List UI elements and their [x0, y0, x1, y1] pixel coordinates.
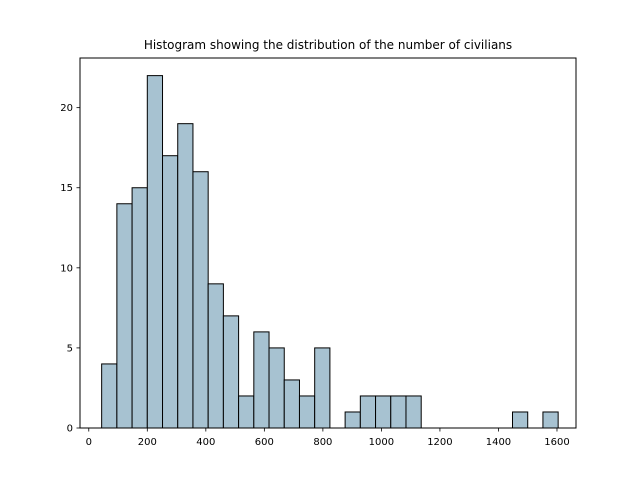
y-tick-label: 10	[60, 263, 73, 274]
x-tick-label: 1200	[427, 437, 452, 448]
y-axis: 0 5 10 15 20	[60, 103, 80, 435]
histogram-bar	[405, 395, 422, 429]
chart-title: Histogram showing the distribution of th…	[144, 38, 512, 52]
histogram-bar	[253, 331, 270, 429]
y-tick-label: 5	[67, 343, 73, 354]
x-tick-label: 400	[196, 437, 215, 448]
histogram-bar	[314, 347, 331, 429]
histogram-bar	[359, 395, 377, 429]
y-tick-label: 20	[60, 103, 73, 114]
histogram-bar	[192, 171, 209, 429]
histogram-bar	[146, 75, 164, 429]
x-tick-label: 1000	[369, 437, 394, 448]
histogram-bar	[375, 395, 392, 429]
histogram-bar	[512, 411, 529, 429]
x-tick-label: 800	[313, 437, 332, 448]
histogram-bar	[222, 315, 240, 429]
x-tick-label: 1400	[486, 437, 511, 448]
y-tick-label: 15	[60, 183, 73, 194]
bars-group	[101, 75, 559, 429]
histogram-bar	[298, 395, 316, 429]
histogram-bar	[207, 283, 224, 429]
histogram-bar	[283, 379, 300, 429]
histogram-bar	[238, 395, 255, 429]
histogram-bar	[101, 363, 118, 429]
y-tick-label: 0	[67, 424, 73, 435]
x-tick-label: 1600	[544, 437, 569, 448]
plot-frame	[79, 57, 577, 429]
x-axis: 0 200 400 600 800 1000 1200 1400 1600	[86, 428, 570, 448]
x-tick-label: 600	[255, 437, 274, 448]
histogram-bar	[162, 155, 179, 429]
histogram-bar	[344, 411, 361, 429]
histogram-bar	[131, 187, 148, 429]
histogram-bar	[177, 123, 194, 429]
histogram-bar	[390, 395, 407, 429]
histogram-bar	[268, 347, 285, 429]
x-tick-label: 0	[86, 437, 92, 448]
histogram-bar	[116, 203, 133, 429]
histogram-bar	[542, 411, 559, 429]
x-tick-label: 200	[138, 437, 157, 448]
